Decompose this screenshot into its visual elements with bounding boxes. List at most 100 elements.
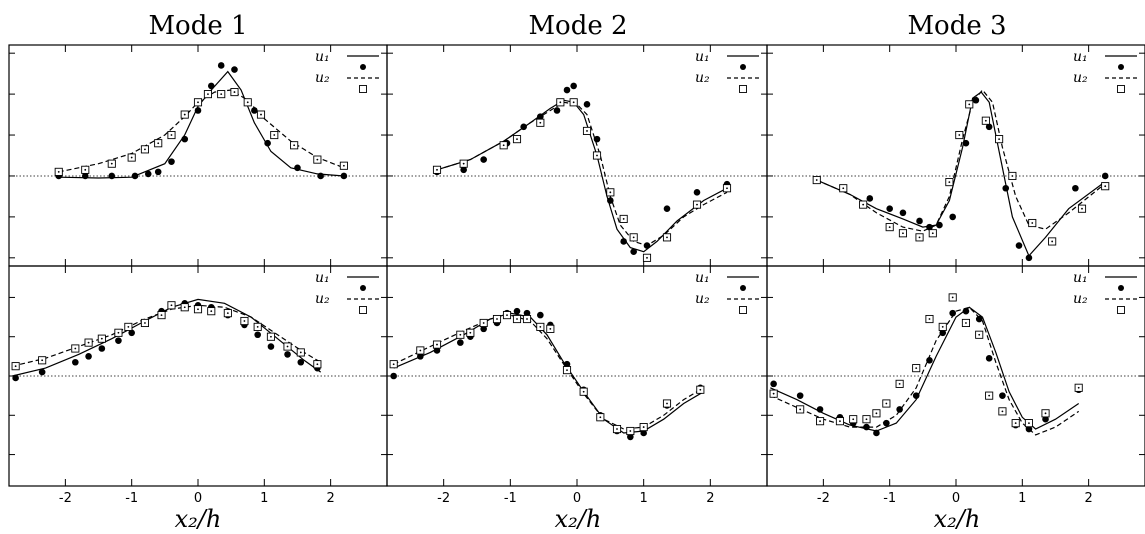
u2-point-dot xyxy=(609,191,612,194)
u2-point xyxy=(859,200,868,209)
u2-point-dot xyxy=(392,363,395,366)
u2-point xyxy=(619,214,628,223)
u1-point xyxy=(899,209,907,217)
u2-point xyxy=(1008,171,1017,181)
u1-point xyxy=(12,374,19,382)
u2-point-dot xyxy=(207,93,209,96)
u2-point xyxy=(81,165,90,174)
u2-point xyxy=(882,399,891,408)
u1-line xyxy=(816,91,1103,257)
u1-point xyxy=(460,166,467,174)
u2-point xyxy=(124,322,133,331)
legend: u₁ u₂ xyxy=(695,270,759,314)
u2-point xyxy=(1028,218,1037,228)
panel-mode3-top: u₁ u₂ xyxy=(766,44,1145,267)
u2-point xyxy=(812,176,821,185)
u2-point-dot xyxy=(160,314,163,317)
u1-point xyxy=(627,433,634,441)
u2-point-dot xyxy=(293,144,296,147)
u2-point-dot xyxy=(696,203,698,206)
legend-u2-marker xyxy=(359,85,367,93)
legend: u₁ u₂ xyxy=(315,270,379,314)
u2-point xyxy=(975,330,984,339)
legend-u1-marker xyxy=(360,285,366,291)
u2-point-dot xyxy=(342,164,345,167)
u2-point-dot xyxy=(632,236,635,239)
u2-point-dot xyxy=(815,179,818,181)
u2-point-dot xyxy=(839,420,841,423)
u1-point xyxy=(886,205,893,213)
u2-point xyxy=(912,364,921,373)
x-tick-label: -2 xyxy=(817,491,830,506)
legend: u₁ u₂ xyxy=(1073,49,1137,93)
u2-point-dot xyxy=(170,304,173,307)
u1-point xyxy=(1042,415,1049,423)
x-tick-label: 1 xyxy=(1018,491,1026,506)
panel-mode1-bottom: -2 -1 0 1 2 u₁ u₂ xyxy=(8,265,388,506)
u1-point xyxy=(81,172,89,180)
u2-point xyxy=(223,309,232,318)
u2-point xyxy=(839,184,848,193)
u1-point xyxy=(154,168,162,176)
u2-point xyxy=(692,200,702,209)
u2-point xyxy=(629,233,638,242)
u2-point-dot xyxy=(482,322,485,324)
legend-u1-marker xyxy=(1118,285,1124,291)
legend-u2-label: u₂ xyxy=(315,70,330,86)
u2-point-dot xyxy=(436,343,438,346)
u2-point-dot xyxy=(516,318,518,320)
u1-point xyxy=(98,345,106,352)
u2-point xyxy=(915,233,924,242)
u2-point-dot xyxy=(1077,386,1080,389)
u2-point-dot xyxy=(699,388,702,391)
u1-point xyxy=(417,353,424,360)
legend-u1-marker xyxy=(1118,64,1124,70)
u2-point xyxy=(965,100,974,109)
u1-point xyxy=(194,107,202,114)
u2-point xyxy=(536,322,545,331)
u2-point xyxy=(522,314,532,324)
u2-point xyxy=(107,159,116,168)
u2-point xyxy=(466,328,475,337)
u2-point xyxy=(961,318,970,328)
legend-u1-label: u₁ xyxy=(695,270,710,286)
u1-point xyxy=(1025,425,1033,433)
u2-point xyxy=(97,334,106,343)
u1-point xyxy=(284,351,291,358)
u2-point-dot xyxy=(84,168,87,171)
u1-point xyxy=(1072,184,1079,192)
u2-point xyxy=(885,223,894,232)
u1-point xyxy=(267,343,275,350)
u2-point xyxy=(1048,237,1057,246)
legend-u1-label: u₁ xyxy=(315,270,330,286)
u2-point-dot xyxy=(888,226,891,229)
x-tick-label: 2 xyxy=(706,491,714,506)
u2-point xyxy=(998,407,1007,416)
u1-point xyxy=(873,429,880,437)
legend-u2-marker xyxy=(739,85,747,93)
u1-point xyxy=(607,197,614,204)
u2-point xyxy=(928,229,937,238)
u2-point xyxy=(562,366,572,375)
legend-u1-marker xyxy=(740,285,746,291)
legend-u1-marker xyxy=(360,64,366,70)
u2-point-dot xyxy=(526,318,528,320)
u2-point xyxy=(256,110,266,119)
u2-point-dot xyxy=(144,322,146,324)
u2-line xyxy=(770,306,1080,436)
u2-point-dot xyxy=(622,218,625,220)
u1-point xyxy=(128,329,135,337)
u2-point-dot xyxy=(1014,422,1017,425)
u1-point xyxy=(770,380,777,388)
u1-point xyxy=(620,238,627,245)
u1-point xyxy=(264,139,271,147)
u2-point-dot xyxy=(965,322,967,324)
u2-point-dot xyxy=(197,308,199,311)
u2-point-dot xyxy=(566,369,568,372)
u2-point-dot xyxy=(506,314,508,317)
u2-point-dot xyxy=(316,158,319,161)
x-tick-label: 0 xyxy=(952,491,960,506)
u2-point xyxy=(945,178,954,187)
panel-frame xyxy=(8,44,388,267)
u2-line xyxy=(393,314,705,430)
